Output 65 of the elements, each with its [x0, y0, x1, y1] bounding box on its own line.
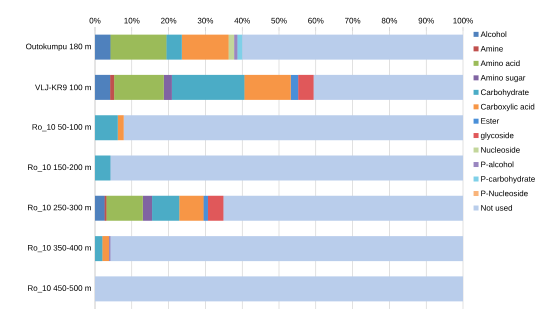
y-tick-label: Ro_10 350-400 m	[28, 244, 91, 252]
x-tick-label: 90%	[418, 18, 434, 24]
x-tick-label: 60%	[308, 18, 324, 24]
legend-label: Amino acid	[480, 60, 520, 66]
bar	[234, 34, 238, 60]
x-tick-label: 0%	[90, 18, 100, 24]
bar	[95, 115, 118, 140]
y-tick-label: Ro_10 50-100 m	[32, 124, 91, 132]
legend-label: Carboxylic acid	[480, 104, 534, 112]
y-tick-label: Ro_10 450-500 m	[28, 285, 91, 292]
legend-label: Ester	[481, 118, 500, 124]
x-tick-label: 100%	[453, 18, 473, 24]
bar	[290, 74, 298, 100]
bar	[223, 196, 463, 221]
legend-label: Amine	[480, 46, 503, 52]
bar	[110, 34, 166, 60]
bar	[204, 196, 208, 221]
legend-label: P-carbohydrate	[481, 176, 535, 184]
x-tick-label: 30%	[198, 18, 214, 24]
x-tick-label: 70%	[345, 18, 360, 24]
bar	[142, 196, 152, 221]
legend-label: P-alcohol	[481, 161, 514, 168]
bar	[95, 155, 110, 180]
bar	[95, 196, 105, 221]
bar	[124, 115, 463, 140]
bar	[179, 196, 204, 221]
legend-label: glycoside	[480, 132, 514, 140]
bar	[208, 196, 224, 221]
x-tick-label: 40%	[234, 18, 250, 24]
legend-label: P-Nucleoside	[481, 190, 528, 196]
bar	[244, 74, 291, 100]
x-tick-label: 80%	[382, 18, 398, 24]
bar	[110, 74, 114, 100]
bar	[172, 74, 244, 100]
y-tick-label: Outokumpu 180 m	[26, 43, 91, 51]
y-tick-label: VLJ-KR9 100 m	[35, 84, 91, 90]
bar	[95, 34, 110, 60]
bar	[242, 34, 463, 60]
bar	[110, 155, 463, 180]
bar	[106, 196, 143, 221]
bar	[166, 34, 182, 60]
bar	[95, 276, 463, 302]
bar	[237, 34, 242, 60]
bar	[102, 236, 109, 262]
legend-label: Amino sugar	[480, 74, 526, 82]
bar	[164, 74, 172, 100]
bar	[114, 74, 164, 100]
legend-label: Not used	[481, 204, 512, 211]
legend-label: Nucleoside	[481, 146, 520, 153]
x-tick-label: 50%	[271, 18, 287, 24]
bar	[182, 34, 229, 60]
y-tick-label: Ro_10 150-200 m	[28, 164, 91, 172]
bar	[118, 115, 124, 140]
legend-label: Carbohydrate	[480, 89, 529, 97]
legend-label: Alcohol	[480, 31, 506, 38]
bar	[228, 34, 234, 60]
bar	[110, 236, 463, 262]
bar	[314, 74, 463, 100]
x-tick-label: 10%	[124, 18, 140, 24]
bar	[152, 196, 180, 221]
bar	[95, 236, 102, 262]
bar	[95, 74, 110, 100]
x-tick-label: 20%	[161, 18, 176, 24]
bar	[298, 74, 314, 100]
y-tick-label: Ro_10 250-300 m	[28, 204, 91, 212]
